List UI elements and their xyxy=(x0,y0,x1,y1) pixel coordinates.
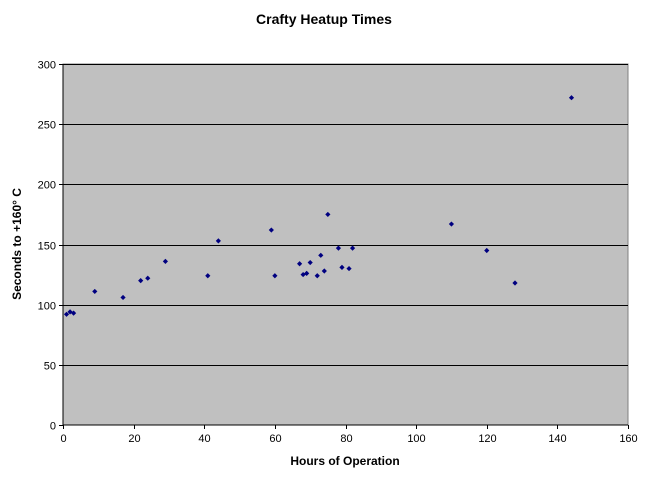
gridlines xyxy=(63,64,628,366)
data-point xyxy=(296,261,303,267)
data-point xyxy=(335,245,342,251)
data-point xyxy=(272,273,278,279)
y-tick-label: 50 xyxy=(44,361,56,373)
data-point xyxy=(321,268,327,274)
x-tick-label: 0 xyxy=(60,433,66,445)
x-axis-ticks: 0 20 40 60 80 100 120 140 160 xyxy=(60,425,638,445)
data-point xyxy=(92,288,98,295)
data-point xyxy=(325,211,331,218)
y-tick-label: 150 xyxy=(38,241,56,253)
x-tick-label: 40 xyxy=(198,433,210,445)
data-point xyxy=(484,247,490,254)
y-tick-label: 300 xyxy=(38,60,56,72)
data-point xyxy=(339,264,345,270)
y-axis-title: Seconds to +160° C xyxy=(10,188,24,300)
data-point xyxy=(162,258,169,264)
data-point xyxy=(63,311,70,317)
data-point xyxy=(304,270,310,276)
data-point xyxy=(215,238,221,244)
data-point xyxy=(145,275,151,281)
chart-title: Crafty Heatup Times xyxy=(256,11,392,27)
data-point xyxy=(349,245,356,251)
data-point xyxy=(318,252,324,258)
x-tick-label: 20 xyxy=(128,433,140,445)
x-axis-title: Hours of Operation xyxy=(290,454,399,468)
data-point xyxy=(138,278,144,284)
data-point xyxy=(205,273,211,279)
data-point xyxy=(120,294,126,301)
x-tick-label: 100 xyxy=(407,433,425,445)
y-tick-label: 250 xyxy=(38,120,56,132)
y-tick-label: 0 xyxy=(50,421,56,433)
x-tick-label: 120 xyxy=(478,433,496,445)
data-point xyxy=(448,221,455,227)
x-tick-label: 140 xyxy=(548,433,566,445)
data-point xyxy=(568,95,575,101)
y-tick-label: 200 xyxy=(38,180,56,192)
x-tick-label: 160 xyxy=(619,433,637,445)
data-point xyxy=(314,273,320,279)
data-points xyxy=(63,95,575,317)
data-point xyxy=(346,265,352,272)
data-point xyxy=(268,227,274,233)
y-tick-label: 100 xyxy=(38,301,56,313)
y-axis-ticks: 0 50 100 150 200 250 300 xyxy=(38,60,63,433)
data-point xyxy=(70,310,77,316)
x-tick-label: 60 xyxy=(269,433,281,445)
data-point xyxy=(307,259,313,266)
x-tick-label: 80 xyxy=(340,433,352,445)
data-point xyxy=(512,280,518,286)
plot-area xyxy=(62,63,629,426)
